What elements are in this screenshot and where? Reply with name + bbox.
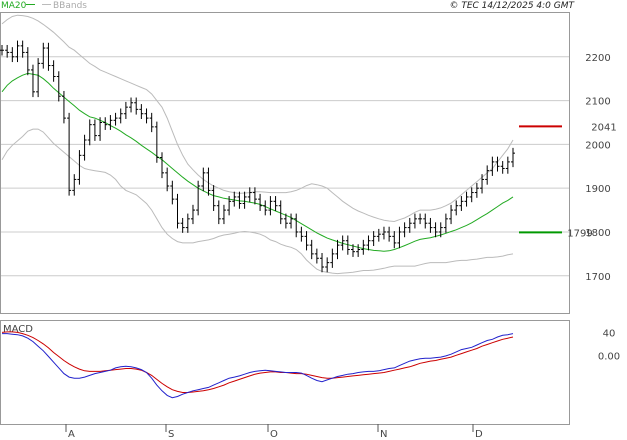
macd-line <box>2 333 514 399</box>
macd-y-tick-label: 0.00 <box>598 351 620 362</box>
price-y-axis: 1700 1800 1900 2000 2100 2200 <box>585 53 610 283</box>
bb-lower-line <box>1 128 514 275</box>
ma20-line <box>1 72 514 252</box>
x-tick-label: A <box>68 429 75 440</box>
bbands-legend-label: BBands <box>53 1 87 11</box>
copyright-text: © TEC 14/12/2025 4:0 GMT <box>449 1 575 11</box>
plot-area <box>0 14 569 432</box>
y-tick-label: 1700 <box>585 272 610 283</box>
macd-signal-line <box>1 331 514 393</box>
y-tick-label: 2100 <box>585 97 610 108</box>
macd-panel-frame <box>0 320 570 425</box>
bbands-legend-swatch <box>42 4 51 5</box>
resistance-level-label: 2041 <box>591 122 616 133</box>
x-tick-label: D <box>475 429 483 440</box>
x-axis: A S O N D <box>68 429 483 440</box>
x-tick-label: O <box>270 429 278 440</box>
macd-y-axis: 0.00 40 <box>598 328 620 362</box>
y-tick-label: 1900 <box>585 184 610 195</box>
macd-panel-title: MACD <box>3 324 33 335</box>
y-tick-label: 2000 <box>585 140 610 151</box>
x-tick-label: N <box>380 429 387 440</box>
support-level-label: 1799 <box>567 228 592 239</box>
ma20-legend-label: MA20 <box>1 1 27 11</box>
macd-y-tick-label: 40 <box>603 328 616 339</box>
y-tick-label: 2200 <box>585 53 610 64</box>
ma20-legend-swatch <box>26 4 35 5</box>
x-tick-label: S <box>168 429 174 440</box>
bb-upper-line <box>1 14 514 223</box>
y-tick-label: 1800 <box>585 228 610 239</box>
price-panel-frame <box>0 12 570 314</box>
